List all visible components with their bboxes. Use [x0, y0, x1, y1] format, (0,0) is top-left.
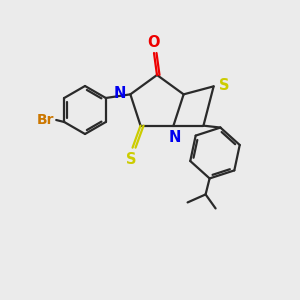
- Text: S: S: [219, 78, 229, 93]
- Text: Br: Br: [37, 113, 54, 127]
- Text: S: S: [126, 152, 137, 167]
- Text: N: N: [168, 130, 181, 145]
- Text: N: N: [114, 86, 126, 101]
- Text: O: O: [148, 35, 160, 50]
